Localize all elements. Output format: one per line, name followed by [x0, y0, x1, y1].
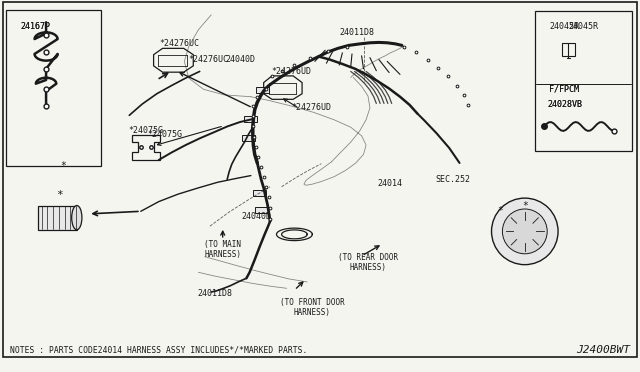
Text: 24011D8: 24011D8: [339, 28, 374, 37]
Circle shape: [502, 209, 547, 254]
Text: *24276UC: *24276UC: [159, 39, 199, 48]
Text: *: *: [497, 206, 504, 216]
Text: *24276UC: *24276UC: [189, 55, 229, 64]
Text: *24075G: *24075G: [129, 126, 163, 135]
Text: 24014: 24014: [378, 179, 403, 187]
Text: 24028VB: 24028VB: [547, 100, 582, 109]
Text: *: *: [56, 190, 63, 200]
Text: 24028VB: 24028VB: [547, 100, 582, 109]
Text: 24167P: 24167P: [20, 22, 50, 31]
Bar: [242, 135, 255, 141]
Text: *24276UD: *24276UD: [271, 67, 311, 76]
Bar: [562, 43, 575, 56]
Text: (TO MAIN
HARNESS): (TO MAIN HARNESS): [204, 240, 241, 259]
Bar: [253, 190, 266, 196]
Text: *: *: [522, 201, 528, 211]
Text: (TO REAR DOOR
HARNESS): (TO REAR DOOR HARNESS): [338, 253, 398, 272]
Text: (TO FRONT DOOR
HARNESS): (TO FRONT DOOR HARNESS): [280, 298, 345, 317]
Bar: [255, 207, 268, 213]
Text: F/FPCM: F/FPCM: [550, 85, 579, 94]
Bar: [38, 206, 77, 230]
Text: 24167P: 24167P: [20, 22, 50, 31]
Text: 24045R: 24045R: [569, 22, 598, 31]
Text: 24040D: 24040D: [225, 55, 255, 64]
Text: 24045R: 24045R: [550, 22, 579, 31]
Text: 24011D8: 24011D8: [197, 289, 232, 298]
Bar: [256, 87, 269, 93]
Text: *: *: [60, 161, 66, 170]
Text: SEC.252: SEC.252: [435, 175, 470, 184]
Text: NOTES : PARTS CODE24014 HARNESS ASSY INCLUDES*/*MARKED PARTS.: NOTES : PARTS CODE24014 HARNESS ASSY INC…: [10, 346, 307, 355]
Text: F/FPCM: F/FPCM: [550, 85, 579, 94]
Bar: [244, 116, 257, 122]
Text: 24040D: 24040D: [242, 212, 272, 221]
Text: *24075G: *24075G: [147, 130, 182, 139]
Text: J2400BWT: J2400BWT: [577, 346, 630, 355]
Text: *24276UD: *24276UD: [291, 103, 332, 112]
Bar: [535, 11, 632, 151]
Ellipse shape: [72, 205, 82, 230]
Circle shape: [492, 198, 558, 264]
Bar: [6, 10, 101, 166]
